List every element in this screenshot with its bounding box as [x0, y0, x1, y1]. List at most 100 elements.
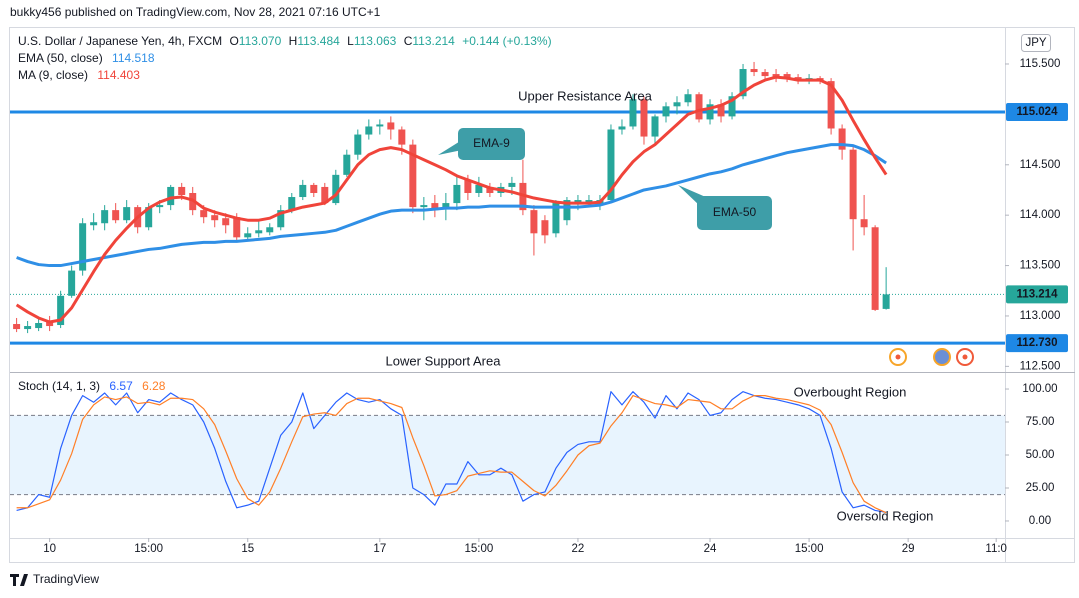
- candle-body: [541, 220, 549, 236]
- candle-body: [585, 200, 593, 204]
- candle-body: [420, 205, 428, 208]
- candle-body: [24, 326, 32, 330]
- currency-box[interactable]: [1021, 34, 1051, 52]
- stoch-line: [16, 391, 887, 513]
- candle-body: [475, 184, 483, 193]
- legend-name: EMA (50, close): [18, 51, 103, 65]
- candle-body: [354, 134, 362, 155]
- ohlc-key: H: [289, 34, 298, 48]
- candle-body: [299, 184, 307, 198]
- candle-body: [882, 294, 890, 309]
- candle-body: [178, 186, 186, 196]
- candle-body: [453, 184, 461, 204]
- ohlc-key: C: [404, 34, 413, 48]
- candle-body: [90, 222, 98, 226]
- event-icon-dot: [962, 354, 968, 360]
- candle-body: [651, 116, 659, 137]
- y-tick-label: 115.500: [1020, 58, 1061, 70]
- levels-layer: [10, 110, 1005, 345]
- candle-body: [618, 126, 626, 130]
- level-label-box: [1006, 334, 1068, 353]
- stoch-legend: Stoch (14, 1, 3) 6.57 6.28: [18, 379, 166, 393]
- candle-body: [35, 323, 43, 329]
- x-tick-label: 11:0: [985, 543, 1007, 555]
- candle-body: [838, 128, 846, 150]
- candle-body: [57, 295, 65, 326]
- candle-body: [849, 149, 857, 220]
- x-tick-label: 22: [572, 543, 585, 555]
- candle-body: [750, 69, 758, 73]
- candle-body: [640, 99, 648, 137]
- candle-body: [530, 210, 538, 234]
- candle-body: [376, 124, 384, 127]
- annotation: Lower Support Area: [386, 353, 502, 368]
- candle-body: [717, 104, 725, 117]
- candle-body: [684, 94, 692, 103]
- candle-body: [695, 94, 703, 120]
- annotation: Upper Resistance Area: [518, 88, 652, 103]
- candle-body: [563, 200, 571, 221]
- candle-body: [860, 219, 868, 228]
- candle-body: [321, 186, 329, 204]
- legend-value: 114.518: [112, 51, 155, 65]
- axis-layer: 115.024 112.730 115.500 114.500 114.000 113.5…: [43, 58, 1068, 555]
- callout-label: EMA-9: [473, 136, 510, 150]
- candle-body: [46, 320, 54, 327]
- y-tick-label: 114.500: [1020, 159, 1061, 171]
- callout-pointer: [438, 140, 462, 155]
- y-tick-label: 112.500: [1020, 360, 1061, 372]
- candle-body: [244, 233, 252, 238]
- x-tick-label: 15:00: [464, 543, 493, 555]
- candle-body: [123, 207, 131, 221]
- candle-body: [200, 210, 208, 218]
- ohlc-value: 113.063: [354, 34, 397, 48]
- candle-body: [486, 186, 494, 193]
- change: +0.144 (+0.13%): [462, 34, 551, 48]
- candle-body: [827, 81, 835, 129]
- candle-body: [68, 270, 76, 296]
- brand-logo: [10, 574, 28, 586]
- candle-body: [365, 126, 373, 135]
- y-tick-label: 75.00: [1026, 416, 1055, 428]
- callout-label: EMA-50: [713, 205, 757, 219]
- y-tick-label: 113.500: [1020, 260, 1061, 272]
- candle-body: [607, 129, 615, 201]
- candle-body: [728, 96, 736, 117]
- x-tick-label: 17: [373, 543, 386, 555]
- x-tick-label: 15:00: [134, 543, 163, 555]
- stoch-band-layer: [10, 414, 1005, 496]
- currency-label: JPY: [1025, 37, 1046, 49]
- price-label-box: [1006, 285, 1068, 304]
- ohlc-key: O: [229, 34, 238, 48]
- callout-box: [458, 128, 525, 160]
- ema50-legend: EMA (50, close) 114.518: [18, 51, 155, 65]
- candle-body: [332, 174, 340, 204]
- level-label: 115.024: [1017, 106, 1059, 118]
- candle-body: [464, 179, 472, 193]
- candle-body: [772, 74, 780, 78]
- candle-body: [387, 122, 395, 130]
- y-tick-label: 100.00: [1022, 383, 1057, 395]
- stoch-line: [16, 395, 887, 514]
- event-icon[interactable]: [933, 348, 951, 366]
- candle-body: [783, 74, 791, 79]
- symbol-legend: U.S. Dollar / Japanese Yen, 4h, FXCM O11…: [18, 34, 552, 48]
- candle-body: [222, 218, 230, 226]
- level-label: 112.730: [1017, 337, 1058, 349]
- y-tick-label: 0.00: [1029, 515, 1051, 527]
- candle-body: [673, 102, 681, 107]
- candles-layer: [13, 61, 890, 334]
- ohlc-value: 113.070: [239, 34, 282, 48]
- candle-body: [442, 203, 450, 208]
- x-tick-label: 15: [241, 543, 254, 555]
- ohlc-value: 113.484: [297, 34, 340, 48]
- legend-name: Stoch (14, 1, 3): [18, 379, 100, 393]
- price-label: 113.214: [1017, 288, 1059, 300]
- candle-body: [706, 104, 714, 120]
- legend-value: 6.28: [142, 379, 166, 393]
- y-tick-label: 114.000: [1020, 209, 1061, 221]
- x-tick-label: 10: [43, 543, 56, 555]
- candle-body: [13, 324, 21, 330]
